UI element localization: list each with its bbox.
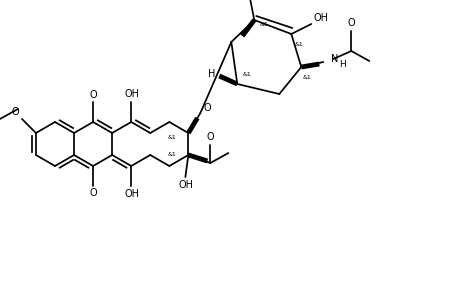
Text: O: O (203, 103, 211, 113)
Text: OH: OH (125, 189, 139, 199)
Text: OH: OH (313, 13, 328, 23)
Text: O: O (347, 18, 354, 28)
Text: OH: OH (178, 180, 194, 190)
Text: O: O (11, 107, 19, 117)
Text: H: H (207, 69, 214, 79)
Text: H: H (338, 60, 345, 69)
Text: &1: &1 (294, 41, 303, 46)
Text: OH: OH (125, 89, 139, 99)
Text: O: O (206, 132, 214, 142)
Text: &1: &1 (243, 72, 251, 77)
Text: &1: &1 (168, 135, 176, 140)
Text: O: O (89, 90, 97, 100)
Text: &1: &1 (168, 152, 176, 157)
Text: O: O (89, 188, 97, 198)
Text: &1: &1 (302, 74, 311, 79)
Text: N: N (331, 54, 338, 64)
Text: &1: &1 (259, 22, 268, 27)
